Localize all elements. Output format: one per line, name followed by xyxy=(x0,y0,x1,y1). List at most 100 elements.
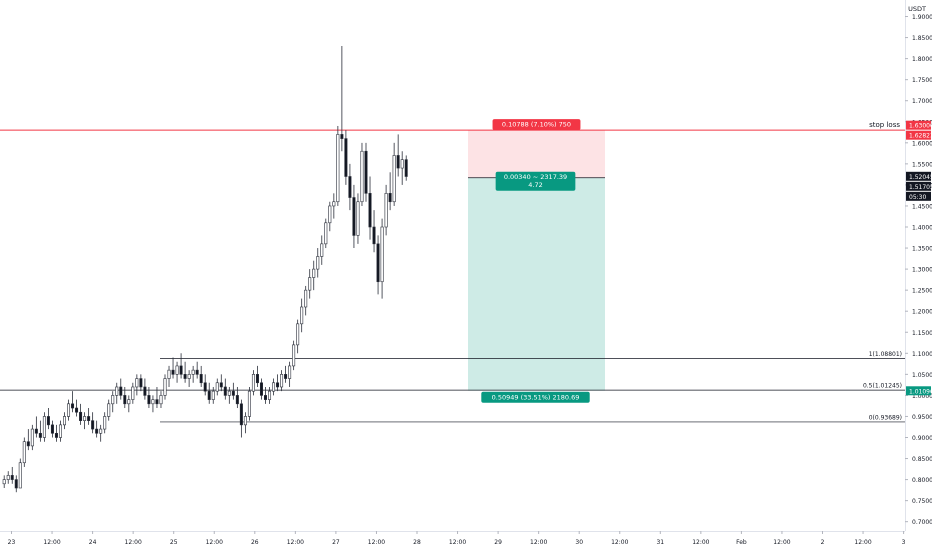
candle xyxy=(38,420,42,442)
candle xyxy=(107,399,111,421)
time-tick-label: 27 xyxy=(332,539,340,546)
candle-body xyxy=(312,268,316,278)
candle xyxy=(288,361,292,387)
candle xyxy=(336,125,340,206)
candle-body xyxy=(155,399,159,405)
candle xyxy=(392,142,396,206)
current-price-badge: 1.51705 xyxy=(906,181,932,191)
candle xyxy=(380,218,384,299)
candle-body xyxy=(67,403,71,417)
candle xyxy=(328,201,332,232)
fib-level-label: 0(0.93689) xyxy=(869,414,902,421)
time-tick-label: 23 xyxy=(8,539,16,546)
stop-price-badge-bg xyxy=(906,120,931,130)
candle-body xyxy=(179,365,183,375)
stop-price-badge-text: 1.63000 xyxy=(909,123,932,130)
candle xyxy=(300,298,304,333)
candle xyxy=(280,370,284,392)
candle xyxy=(115,382,119,404)
candle-body xyxy=(368,193,372,228)
candle-body xyxy=(316,256,320,270)
candle xyxy=(87,408,91,425)
candle xyxy=(259,378,263,400)
stop-price-badge-2: 1.62823 xyxy=(906,130,932,140)
candle xyxy=(352,184,356,249)
candle xyxy=(139,374,143,392)
candle xyxy=(111,391,115,413)
candle xyxy=(396,134,400,177)
target-label-bg xyxy=(481,391,590,403)
current-price-badge-bg xyxy=(906,181,931,191)
horizontal-lines xyxy=(0,129,905,423)
stop-label: 0.10788 (7.10%) 750 xyxy=(492,119,581,131)
current-label-text: 4.72 xyxy=(528,181,542,189)
candle xyxy=(247,386,251,421)
price-tick-label: 1.40000 xyxy=(912,225,932,232)
candle xyxy=(376,235,380,295)
candle-body xyxy=(115,386,119,396)
candle-body xyxy=(50,424,54,434)
candle xyxy=(203,374,207,396)
candle xyxy=(54,424,58,442)
candle-body xyxy=(62,416,66,426)
candle xyxy=(276,374,280,392)
candle-body xyxy=(235,395,239,405)
fib-level-label: 0.5(1.01245) xyxy=(863,383,902,390)
candle xyxy=(195,361,199,379)
candle xyxy=(79,403,83,425)
candle xyxy=(71,391,75,413)
candle-body xyxy=(30,428,34,447)
candle xyxy=(119,378,123,400)
candle-body xyxy=(187,374,191,379)
candle xyxy=(243,412,247,434)
candle-body xyxy=(71,403,75,409)
time-tick-label: 12:00 xyxy=(125,539,142,546)
current-label-text: 0.00340 ~ 2317.39 xyxy=(504,173,567,181)
candle xyxy=(332,193,336,219)
candle xyxy=(58,420,62,442)
candle-body xyxy=(131,386,135,400)
candle xyxy=(235,386,239,409)
candle-body xyxy=(38,432,42,438)
candle-body xyxy=(167,369,171,379)
candle xyxy=(404,155,408,181)
candle-body xyxy=(103,416,107,430)
candle-body xyxy=(340,134,344,139)
candle-body xyxy=(6,475,10,480)
candle-body xyxy=(219,382,223,388)
candle-body xyxy=(79,411,83,421)
candle-body xyxy=(91,420,95,430)
candle-body xyxy=(163,378,167,396)
candle-body xyxy=(195,369,199,375)
time-tick-label: 29 xyxy=(494,539,502,546)
time-tick-label: Feb xyxy=(736,539,747,546)
candle-body xyxy=(175,365,179,375)
candle-body xyxy=(344,138,348,177)
entry-price-badge: 1.01096 xyxy=(906,386,932,396)
candle-body xyxy=(251,374,255,392)
candle-body xyxy=(58,424,62,438)
candle-body xyxy=(384,193,388,228)
price-tick-label: 1.70000 xyxy=(912,98,932,105)
last-price-badge-bg xyxy=(906,171,931,181)
candle xyxy=(143,378,147,400)
last-price-badge: 1.52045 xyxy=(906,171,932,181)
stop-zone xyxy=(468,130,605,178)
price-tick-label: 1.30000 xyxy=(912,267,932,274)
time-axis: 23 12:00 24 12:00 25 12:00 26 12:00 27 12:00 28 12:… xyxy=(0,531,906,546)
candle-body xyxy=(396,155,400,169)
candle xyxy=(42,412,46,442)
candle-body xyxy=(336,134,340,203)
candle-body xyxy=(199,374,203,384)
candle-body xyxy=(211,390,215,400)
time-tick-label: 12:00 xyxy=(43,539,60,546)
time-tick-label: 28 xyxy=(413,539,421,546)
entry-price-badge-text: 1.01096 xyxy=(909,388,932,395)
candle xyxy=(400,151,404,185)
countdown-badge-bg xyxy=(906,191,931,201)
